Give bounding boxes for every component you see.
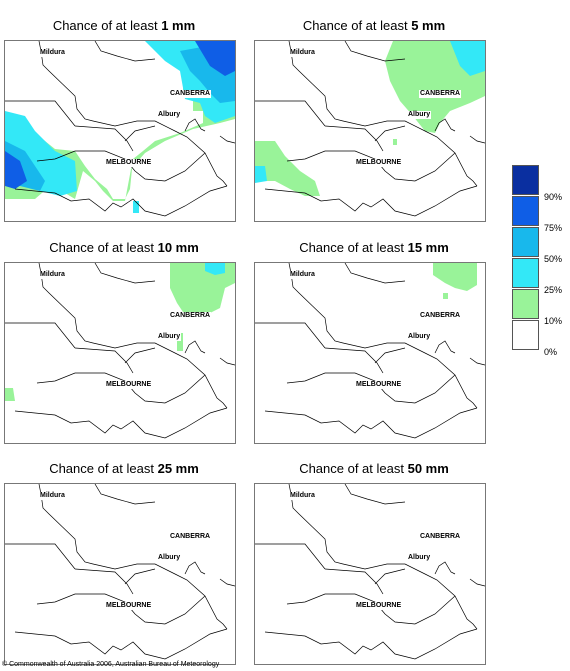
mildura-label: Mildura <box>39 271 66 279</box>
albury-label: Albury <box>407 554 432 562</box>
boundary-lines <box>255 484 485 660</box>
panel-1mm: Chance of at least 1 mm <box>4 18 244 223</box>
canberra-label: CANBERRA <box>169 90 212 98</box>
probability-map: Mildura CANBERRA Albury MELBOURNE <box>4 262 236 444</box>
legend-label: 10% <box>544 316 563 326</box>
legend-swatch-90 <box>512 165 539 195</box>
panel-title: Chance of at least 15 mm <box>299 240 449 255</box>
mildura-label: Mildura <box>289 49 316 57</box>
boundary-lines <box>5 41 235 217</box>
probability-map: Mildura CANBERRA Albury MELBOURNE <box>4 483 236 665</box>
panel-25mm: Chance of at least 25 mm Mildura CANBERR… <box>4 461 244 666</box>
probability-legend: 90% 75% 50% 25% 10% 0% <box>512 165 570 357</box>
panel-5mm: Chance of at least 5 mm Mildu <box>254 18 494 223</box>
legend-label: 90% <box>544 192 563 202</box>
canberra-label: CANBERRA <box>419 312 462 320</box>
melbourne-label: MELBOURNE <box>355 159 403 167</box>
albury-label: Albury <box>157 111 182 119</box>
legend-swatch-75 <box>512 196 539 226</box>
melbourne-label: MELBOURNE <box>105 381 153 389</box>
melbourne-label: MELBOURNE <box>105 602 153 610</box>
melbourne-label: MELBOURNE <box>355 381 403 389</box>
legend-label: 25% <box>544 285 563 295</box>
probability-map: Mildura CANBERRA Albury MELBOURNE <box>4 40 236 222</box>
mildura-label: Mildura <box>289 271 316 279</box>
canberra-label: CANBERRA <box>419 90 462 98</box>
legend-label: 0% <box>544 347 558 357</box>
legend-swatch-0 <box>512 320 539 350</box>
probability-map: Mildura CANBERRA Albury MELBOURNE <box>254 262 486 444</box>
legend-label: 75% <box>544 223 563 233</box>
legend-swatch-10 <box>512 289 539 319</box>
albury-label: Albury <box>157 333 182 341</box>
rain-probability-overlay <box>433 263 477 299</box>
canberra-label: CANBERRA <box>419 533 462 541</box>
legend-label: 50% <box>544 254 563 264</box>
probability-map: Mildura CANBERRA Albury MELBOURNE <box>254 483 486 665</box>
panel-title: Chance of at least 10 mm <box>49 240 199 255</box>
mildura-label: Mildura <box>289 492 316 500</box>
melbourne-label: MELBOURNE <box>105 159 153 167</box>
canberra-label: CANBERRA <box>169 312 212 320</box>
panel-10mm: Chance of at least 10 mm Mildura C <box>4 240 244 445</box>
mildura-label: Mildura <box>39 49 66 57</box>
copyright-notice: © Commonwealth of Australia 2006, Austra… <box>2 661 220 668</box>
panel-title: Chance of at least 5 mm <box>302 18 446 33</box>
rain-probability-overlay <box>5 41 235 213</box>
panel-title: Chance of at least 1 mm <box>52 18 196 33</box>
melbourne-label: MELBOURNE <box>355 602 403 610</box>
albury-label: Albury <box>157 554 182 562</box>
albury-label: Albury <box>407 111 432 119</box>
probability-map: Mildura CANBERRA Albury MELBOURNE <box>254 40 486 222</box>
rain-probability-overlay <box>5 263 235 401</box>
rain-probability-overlay <box>255 41 485 196</box>
mildura-label: Mildura <box>39 492 66 500</box>
canberra-label: CANBERRA <box>169 533 212 541</box>
panel-50mm: Chance of at least 50 mm Mildura CANBERR… <box>254 461 494 666</box>
legend-swatch-25 <box>512 258 539 288</box>
boundary-lines <box>255 263 485 439</box>
panel-title: Chance of at least 50 mm <box>299 461 449 476</box>
panel-title: Chance of at least 25 mm <box>49 461 199 476</box>
boundary-lines <box>5 484 235 660</box>
legend-swatch-50 <box>512 227 539 257</box>
panel-15mm: Chance of at least 15 mm Mildura CANBERR… <box>254 240 494 445</box>
albury-label: Albury <box>407 333 432 341</box>
